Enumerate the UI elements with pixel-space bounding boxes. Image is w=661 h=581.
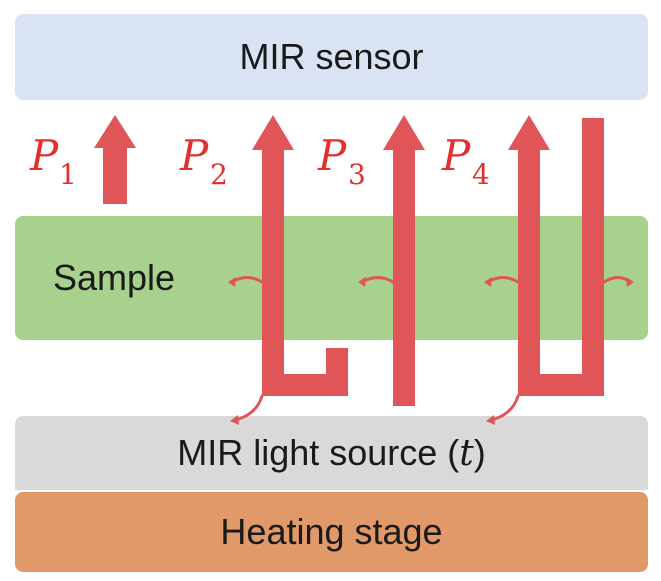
path-p4-arrow <box>508 115 604 396</box>
emission-curl-icon <box>232 394 264 422</box>
p1-subscript: 1 <box>59 158 77 191</box>
p2-label: P <box>179 131 209 180</box>
path-labels: P 1 P 2 P 3 P 4 <box>29 131 490 191</box>
mir-sensor-layer: MIR sensor <box>15 14 648 100</box>
heating-stage-layer: Heating stage <box>15 492 648 572</box>
scatter-curl-icon <box>486 276 520 284</box>
p1-label: P <box>29 131 59 180</box>
scatter-curl-icon <box>602 276 632 284</box>
mir-light-source-layer: MIR light source (t) <box>15 416 648 490</box>
p4-label: P <box>441 131 471 180</box>
path-p3-arrow <box>383 115 425 406</box>
sample-layer: Sample <box>15 216 648 340</box>
emission-curl-icon <box>488 394 520 422</box>
p4-subscript: 4 <box>472 158 490 191</box>
path-p2-arrow <box>252 115 348 396</box>
scatter-curl-icon <box>230 276 264 284</box>
path-p1-arrow <box>94 115 136 204</box>
sample-label: Sample <box>53 257 176 298</box>
p3-label: P <box>317 131 347 180</box>
mir-light-source-label: MIR light source (t) <box>177 432 486 474</box>
p2-subscript: 2 <box>210 158 228 191</box>
source-time-variable: t <box>459 433 474 474</box>
p3-subscript: 3 <box>348 158 366 191</box>
heating-stage-label: Heating stage <box>220 511 443 552</box>
scatter-curl-icon <box>360 276 395 284</box>
mir-sensor-label: MIR sensor <box>239 36 424 77</box>
scatter-curls <box>228 276 634 425</box>
